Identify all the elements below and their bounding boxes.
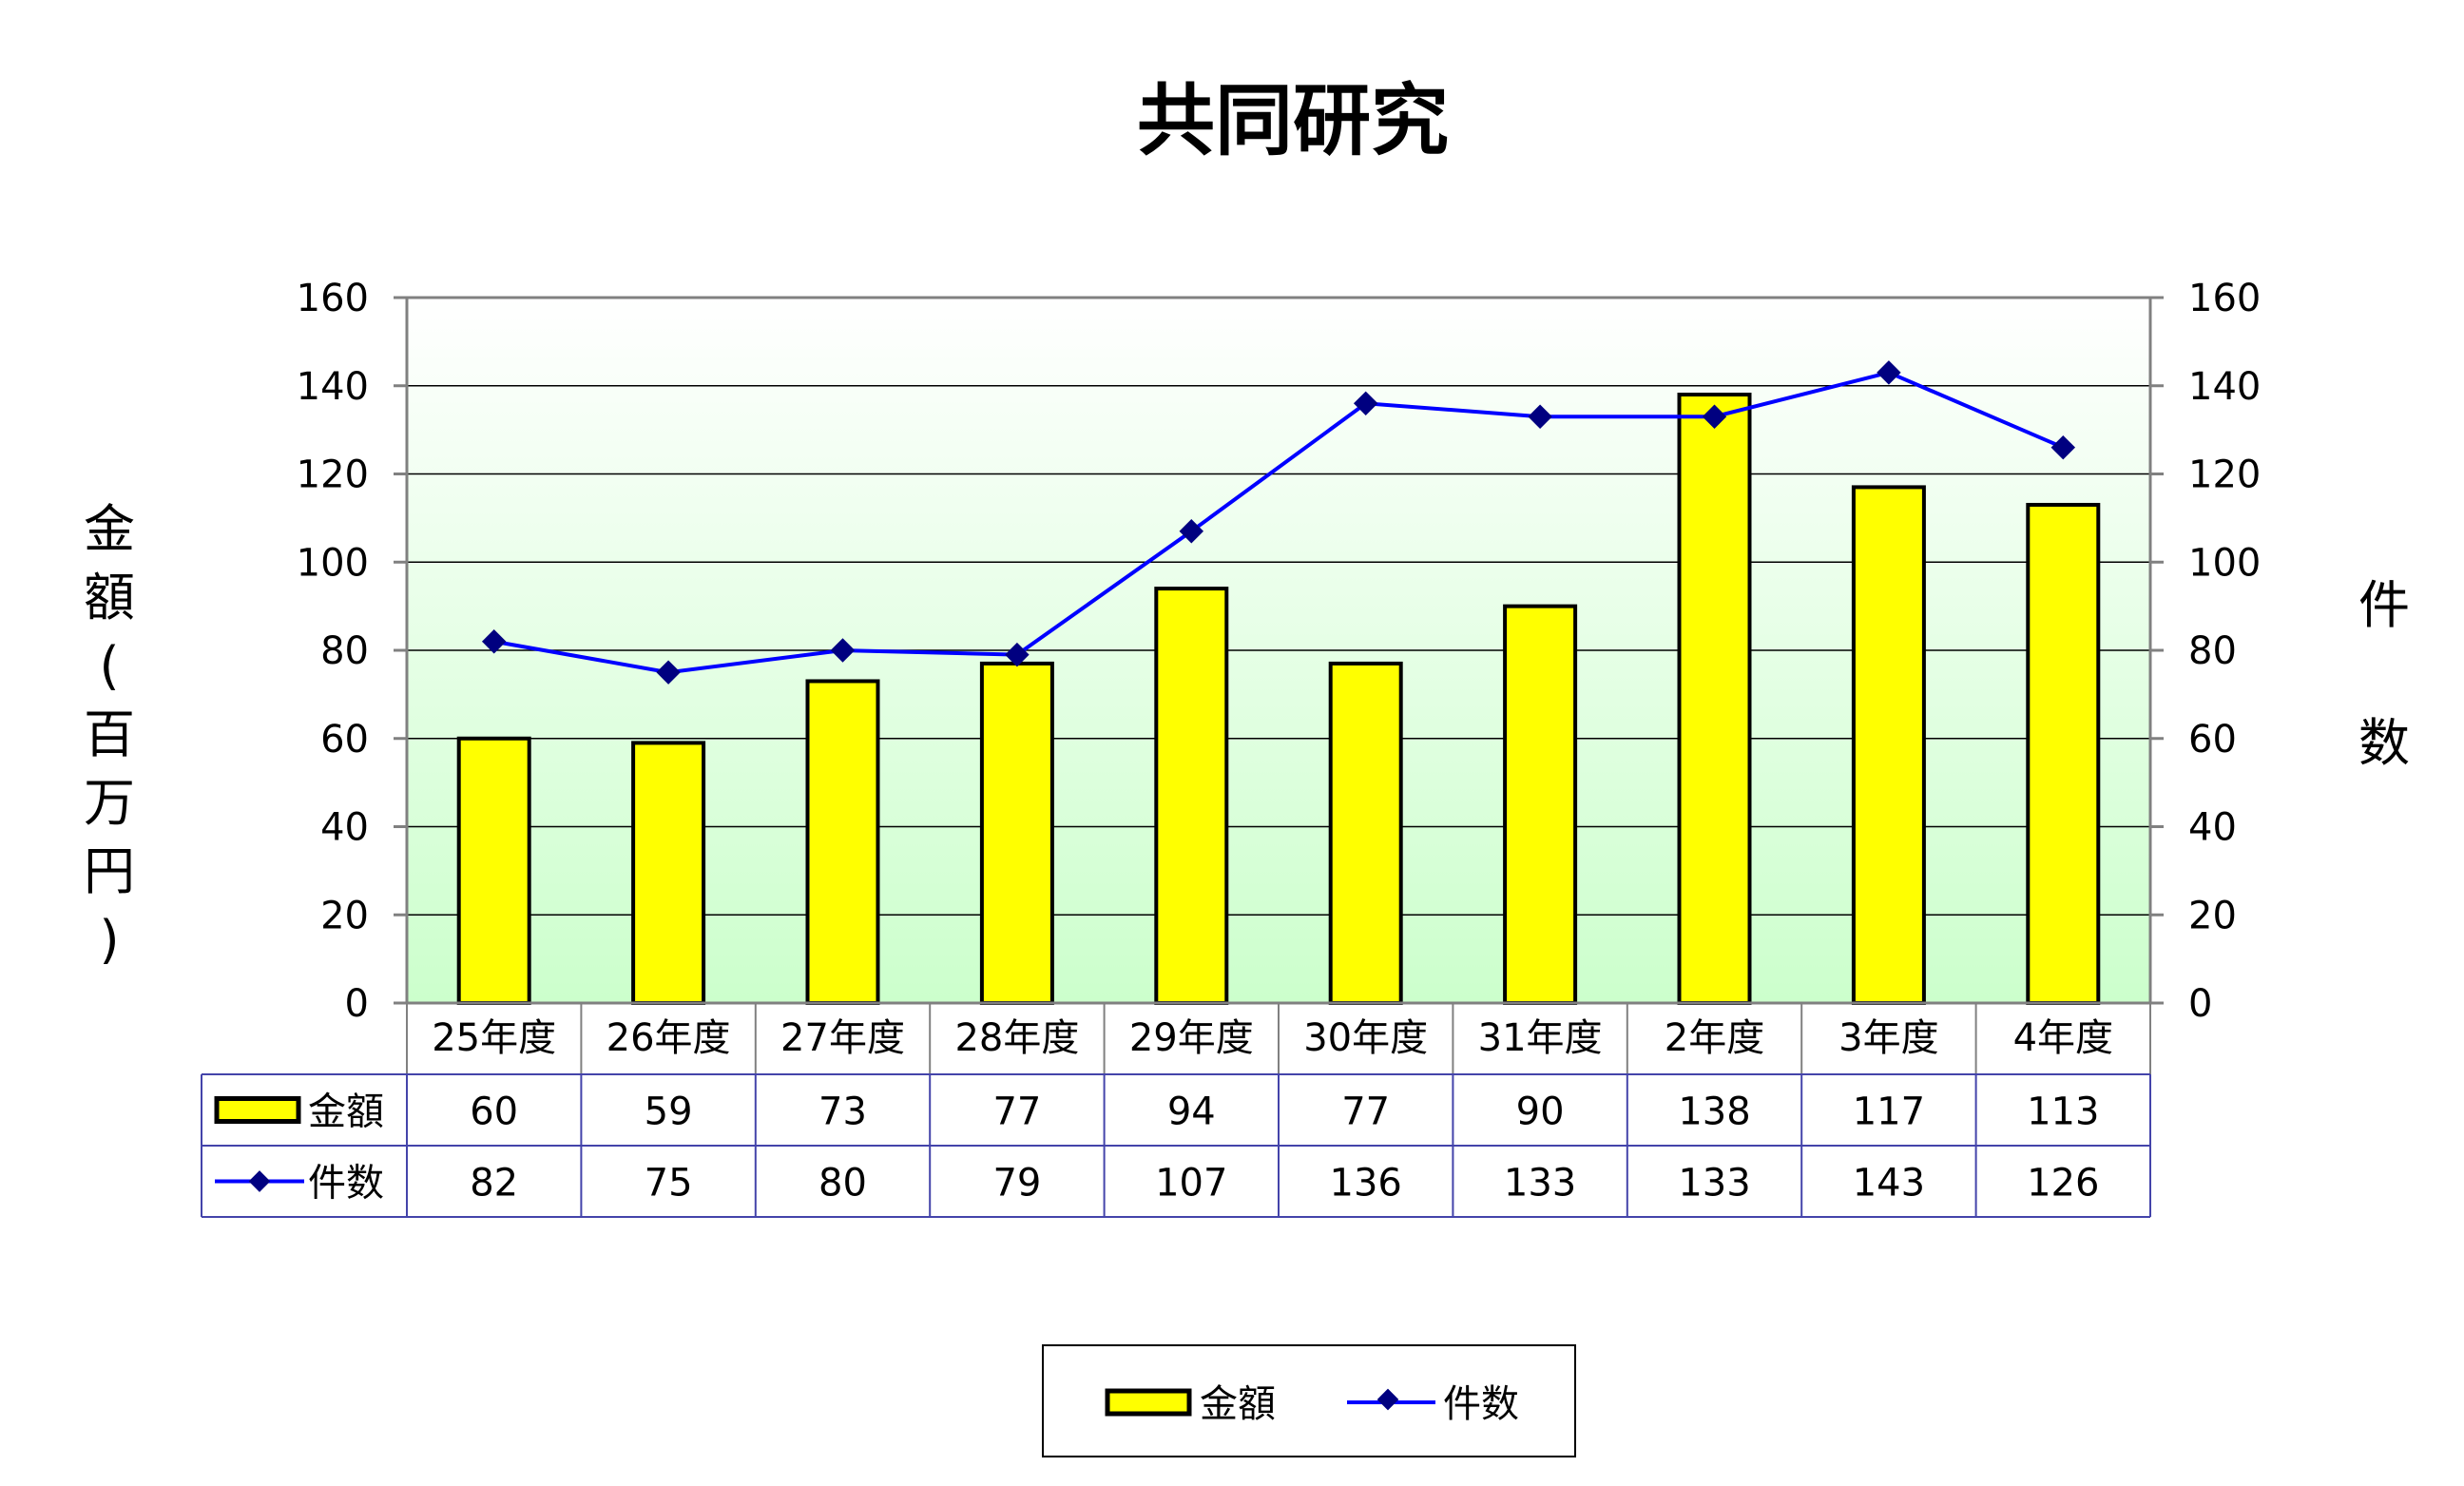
left-axis-ticks: 0 20 40 60 80 100 120 140 160 [297,277,407,1026]
axis-label-char: 件 [2358,575,2410,635]
table-key-bar-swatch [214,1096,301,1124]
category-label: 28年度 [954,1016,1079,1060]
table-cell-value: 107 [1155,1162,1227,1206]
line-point [656,660,681,685]
bar [1328,661,1403,1005]
line-point [481,628,507,654]
right-tick-label: 160 [2188,277,2261,320]
table-cell-value: 117 [1853,1090,1925,1134]
bar [456,736,531,1005]
table-cell-value: 126 [2027,1162,2099,1206]
table-cell-value: 59 [645,1090,693,1134]
table-cell-value: 133 [1678,1162,1750,1206]
table-row-label: 金額 [308,1090,384,1134]
category-label: 31年度 [1478,1016,1603,1060]
category-label: 3年度 [1838,1016,1938,1060]
axis-label-char: 円 [84,841,135,901]
right-axis-ticks: 0 20 40 60 80 100 120 140 160 [2150,277,2261,1026]
bar [2026,502,2101,1005]
category-label: 30年度 [1303,1016,1428,1060]
table-cell-value: 79 [992,1162,1041,1206]
axis-label-char: 百 [84,704,135,764]
category-label: 25年度 [432,1016,556,1060]
category-label: 29年度 [1129,1016,1254,1060]
category-label: 4年度 [2013,1016,2113,1060]
bar [1154,587,1229,1005]
left-tick-label: 140 [297,365,369,409]
bars [456,393,2101,1006]
legend-label-count: 件数 [1443,1382,1519,1426]
bar [1503,604,1578,1005]
right-tick-label: 40 [2188,806,2237,850]
bar [631,741,706,1005]
legend: 金額 件数 [1042,1344,1576,1457]
left-tick-label: 160 [297,277,369,320]
table-cell-value: 138 [1678,1090,1750,1134]
left-tick-label: 80 [320,629,369,673]
y-axis-label-right: 件数 [2358,575,2410,773]
right-tick-label: 100 [2188,541,2261,585]
bar [1677,393,1752,1005]
right-tick-label: 0 [2188,982,2212,1026]
axis-label-char: ) [99,910,119,970]
line-point [830,638,856,663]
table-cell-value: 73 [818,1090,867,1134]
right-tick-label: 140 [2188,365,2261,409]
left-tick-label: 120 [297,454,369,497]
table-row-label: 件数 [308,1162,384,1206]
left-tick-label: 0 [345,982,369,1026]
bar [979,661,1054,1005]
table-cell-value: 77 [1341,1090,1390,1134]
axis-label-char: 数 [2358,713,2410,773]
axis-label-char: 万 [84,773,135,833]
table-key-line-marker [248,1170,271,1192]
table-cell-value: 80 [818,1162,867,1206]
left-tick-label: 60 [320,718,369,762]
right-tick-label: 60 [2188,718,2237,762]
table-cell-value: 136 [1330,1162,1402,1206]
table-cell-value: 113 [2027,1090,2099,1134]
left-tick-label: 40 [320,806,369,850]
legend-label-amount: 金額 [1200,1382,1276,1426]
axis-label-char: ( [99,636,119,696]
axis-label-char: 金 [84,499,135,559]
category-label: 27年度 [780,1016,905,1060]
left-tick-label: 100 [297,541,369,585]
table-cell-value: 90 [1516,1090,1565,1134]
bar [805,679,880,1006]
table-cell-value: 75 [645,1162,693,1206]
legend-line-marker [1376,1388,1399,1411]
y-axis-label-left: 金額 ( 百万円) [84,499,135,970]
category-label: 2年度 [1665,1016,1764,1060]
table-cell-value: 77 [992,1090,1041,1134]
legend-bar-swatch [1105,1388,1192,1417]
series-line [493,370,2065,675]
chart-title: 共同研究 [1137,76,1449,166]
bar [1851,485,1926,1005]
axis-label-char: 額 [84,568,135,627]
table-cell-value: 133 [1504,1162,1576,1206]
left-tick-label: 20 [320,894,369,937]
right-tick-label: 80 [2188,629,2237,673]
table-cell-value: 82 [470,1162,518,1206]
table-cell-value: 94 [1167,1090,1216,1134]
right-tick-label: 20 [2188,894,2237,937]
category-label: 26年度 [606,1016,731,1060]
table-cell-value: 60 [470,1090,518,1134]
table-cell-value: 143 [1853,1162,1925,1206]
right-tick-label: 120 [2188,454,2261,497]
